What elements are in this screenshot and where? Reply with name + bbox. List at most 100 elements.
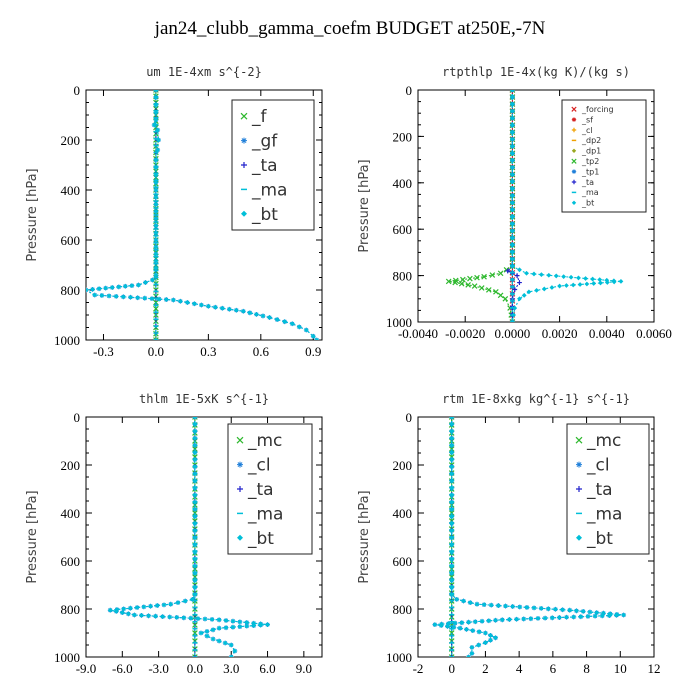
x-tick-label: 0.9 bbox=[305, 344, 321, 359]
data-point bbox=[230, 624, 236, 630]
legend-marker bbox=[237, 534, 243, 541]
data-point bbox=[155, 127, 161, 133]
data-point bbox=[451, 624, 457, 630]
data-point bbox=[109, 285, 115, 290]
data-point bbox=[526, 289, 532, 295]
data-point bbox=[113, 609, 119, 614]
data-point bbox=[449, 654, 455, 657]
data-point bbox=[542, 615, 548, 621]
data-point bbox=[469, 645, 475, 650]
legend-marker bbox=[571, 117, 577, 122]
y-tick-label: 0 bbox=[406, 410, 413, 425]
data-point bbox=[531, 271, 537, 277]
data-point bbox=[585, 614, 591, 619]
y-tick-label: 200 bbox=[393, 129, 413, 144]
data-point bbox=[232, 648, 238, 654]
legend-marker bbox=[571, 127, 577, 133]
y-tick-label: 200 bbox=[61, 458, 81, 473]
data-point bbox=[86, 287, 89, 293]
data-point bbox=[107, 607, 113, 613]
data-point bbox=[237, 619, 243, 625]
data-point bbox=[594, 610, 600, 615]
x-tick-label: 3.0 bbox=[223, 661, 239, 676]
x-tick-label: 9.0 bbox=[296, 661, 312, 676]
data-point bbox=[510, 172, 515, 178]
y-tick-label: 0 bbox=[74, 410, 81, 425]
legend-label: _ma bbox=[586, 504, 622, 524]
data-point bbox=[192, 563, 198, 569]
data-point bbox=[449, 514, 455, 519]
data-point bbox=[438, 623, 444, 628]
data-point bbox=[153, 194, 159, 200]
data-point bbox=[517, 267, 522, 273]
data-point bbox=[274, 317, 280, 322]
legend-marker bbox=[571, 169, 577, 174]
data-point bbox=[545, 606, 551, 612]
series-group bbox=[86, 90, 320, 340]
legend-label: _ma bbox=[581, 188, 599, 197]
data-point bbox=[592, 613, 598, 619]
data-point bbox=[198, 630, 204, 636]
data-point bbox=[282, 319, 288, 325]
data-point bbox=[510, 158, 515, 163]
data-point bbox=[597, 277, 603, 283]
data-point bbox=[489, 272, 496, 278]
y-tick-label: 600 bbox=[393, 222, 413, 237]
data-point bbox=[192, 417, 198, 420]
data-point bbox=[449, 556, 455, 562]
data-point bbox=[181, 615, 187, 621]
y-tick-label: 800 bbox=[393, 269, 413, 284]
data-point bbox=[472, 619, 478, 625]
data-point bbox=[314, 337, 320, 340]
data-point bbox=[510, 256, 515, 262]
data-point bbox=[483, 630, 488, 636]
x-tick-label: -2 bbox=[413, 661, 424, 676]
y-tick-label: 400 bbox=[393, 506, 413, 521]
y-tick-label: 1000 bbox=[54, 650, 80, 665]
legend-marker bbox=[571, 148, 577, 153]
series-group bbox=[432, 417, 627, 657]
data-point bbox=[514, 616, 519, 622]
data-point bbox=[510, 319, 515, 322]
data-point bbox=[96, 286, 102, 292]
data-point bbox=[113, 293, 119, 299]
legend-label: _sf bbox=[581, 115, 593, 124]
data-point bbox=[92, 292, 98, 298]
data-point bbox=[461, 598, 466, 604]
data-point bbox=[538, 272, 544, 278]
data-point bbox=[580, 609, 586, 614]
data-point bbox=[521, 292, 527, 298]
legend-label: _f bbox=[251, 107, 268, 127]
data-point bbox=[510, 214, 515, 220]
data-point bbox=[153, 272, 159, 278]
data-point bbox=[192, 592, 198, 597]
data-point bbox=[531, 605, 537, 611]
data-point bbox=[449, 563, 455, 569]
data-point bbox=[466, 619, 471, 625]
data-point bbox=[457, 625, 463, 631]
data-point bbox=[153, 216, 159, 221]
data-point bbox=[192, 577, 198, 583]
data-point bbox=[561, 274, 567, 279]
data-point bbox=[265, 622, 270, 627]
data-point bbox=[153, 90, 159, 93]
data-point bbox=[497, 270, 504, 277]
x-tick-label: -9.0 bbox=[76, 661, 97, 676]
data-point bbox=[591, 281, 597, 286]
x-tick-label: -6.0 bbox=[112, 661, 133, 676]
data-point bbox=[510, 129, 515, 135]
legend-label: _gf bbox=[251, 132, 278, 152]
series-group bbox=[107, 417, 270, 657]
data-point bbox=[192, 570, 198, 576]
data-point bbox=[153, 117, 159, 123]
data-point bbox=[514, 273, 520, 278]
data-point bbox=[469, 651, 475, 656]
data-point bbox=[598, 280, 603, 286]
data-point bbox=[233, 307, 239, 313]
data-point bbox=[129, 283, 135, 289]
data-point bbox=[510, 144, 515, 149]
data-point bbox=[512, 305, 518, 311]
data-point bbox=[192, 478, 198, 484]
data-point bbox=[583, 276, 588, 281]
y-tick-label: 0 bbox=[406, 83, 413, 98]
